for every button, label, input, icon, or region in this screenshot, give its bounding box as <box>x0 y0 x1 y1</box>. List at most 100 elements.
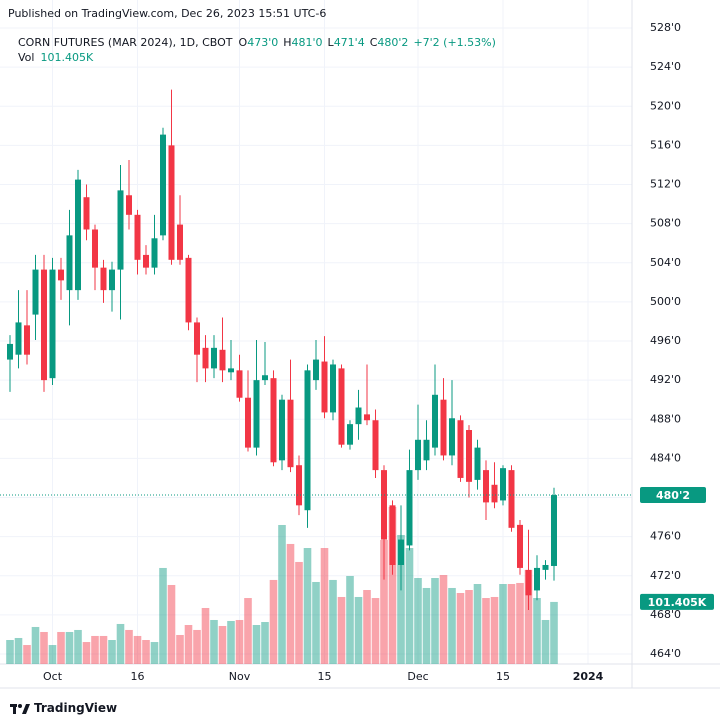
candle-body <box>525 569 532 596</box>
volume-bar <box>490 596 499 664</box>
volume-bar <box>74 629 82 664</box>
y-tick-label: 528'0 <box>650 21 681 34</box>
candle-body <box>389 505 396 565</box>
volume-bar <box>533 598 541 664</box>
volume-bar <box>507 584 516 664</box>
candle-body <box>49 269 56 379</box>
candle-body <box>449 418 455 456</box>
logo-part <box>18 704 22 708</box>
legend-key: C <box>369 36 378 49</box>
volume-bar <box>201 607 210 664</box>
volume-label: 101.405K <box>648 596 707 609</box>
y-tick-label: 500'0 <box>650 295 681 308</box>
volume-bar <box>320 548 329 664</box>
legend-value: 480'2 <box>377 36 409 49</box>
candle-body <box>75 179 81 291</box>
x-tick-label: 2024 <box>573 670 604 683</box>
candle-body <box>406 470 413 546</box>
candle-body <box>177 224 183 260</box>
candle-body <box>398 539 404 565</box>
legend-value: 471'4 <box>333 36 365 49</box>
candle-body <box>474 447 481 480</box>
logo-part <box>13 704 16 714</box>
x-tick-label: 15 <box>318 670 332 683</box>
volume-bar <box>142 640 150 664</box>
volume-bar <box>465 589 473 664</box>
y-tick-label: 492'0 <box>650 373 681 386</box>
volume-bar <box>303 548 312 664</box>
y-tick-label: 472'0 <box>650 569 681 582</box>
volume-bar <box>448 587 456 664</box>
y-tick-label: 488'0 <box>650 412 681 425</box>
candle-body <box>457 420 464 478</box>
volume-bar <box>439 575 448 664</box>
legend-value: 101.405K <box>40 51 94 64</box>
candle-body <box>321 361 328 413</box>
candle-body <box>466 430 472 482</box>
candle-body <box>194 322 200 355</box>
candle-body <box>211 347 217 369</box>
y-tick-label: 524'0 <box>650 60 681 73</box>
volume-bar <box>312 581 320 664</box>
y-tick-label: 512'0 <box>650 178 681 191</box>
candle-body <box>542 564 549 570</box>
candle-body <box>58 269 64 281</box>
candle-body <box>338 368 345 445</box>
candle-body <box>66 235 73 291</box>
candle-body <box>500 468 506 501</box>
volume-bar <box>397 534 405 664</box>
volume-bar <box>482 598 490 664</box>
candle-body <box>15 322 22 355</box>
candle-body <box>219 349 226 371</box>
volume-bar <box>57 631 65 664</box>
candle-body <box>364 414 370 421</box>
volume-bar <box>235 619 244 664</box>
volume-bar <box>473 584 482 664</box>
candle-body <box>117 190 124 270</box>
candle-body <box>143 254 149 268</box>
candle-body <box>245 397 251 448</box>
volume-bar <box>218 625 227 664</box>
volume-bar <box>329 579 337 664</box>
volume-bar <box>371 598 380 664</box>
candle-body <box>355 407 362 425</box>
y-tick-label: 468'0 <box>650 608 681 621</box>
volume-bar <box>422 587 431 664</box>
volume-bar <box>40 631 48 664</box>
candle-body <box>41 269 47 381</box>
candle-body <box>262 375 268 381</box>
volume-bar <box>380 539 388 664</box>
volume-bar <box>167 584 176 664</box>
volume-bar <box>516 582 524 664</box>
candle-body <box>440 399 447 456</box>
candle-body <box>279 399 285 461</box>
candle-body <box>151 238 158 268</box>
volume-bar <box>48 645 57 664</box>
volume-bar <box>91 635 99 664</box>
candle-body <box>372 420 379 471</box>
volume-bar <box>499 584 507 664</box>
volume-bar <box>295 561 303 664</box>
legend-key: H <box>283 36 292 49</box>
candle-body <box>423 439 430 461</box>
candle-body <box>92 229 98 268</box>
candle-body <box>330 364 336 413</box>
candle-body <box>534 567 540 591</box>
y-tick-label: 516'0 <box>650 138 681 151</box>
volume-bar <box>431 578 439 664</box>
candle-body <box>491 484 498 503</box>
candle-body <box>381 470 387 540</box>
legend-value: 473'0 <box>247 36 279 49</box>
volume-bar <box>99 635 108 664</box>
volume-bar <box>116 623 125 664</box>
candle-body <box>32 269 39 315</box>
y-tick-label: 520'0 <box>650 99 681 112</box>
volume-bar <box>414 578 422 664</box>
candle-body <box>313 359 319 381</box>
candle-body <box>415 439 421 471</box>
volume-bar <box>133 635 142 664</box>
volume-bar <box>456 592 465 664</box>
candle-body <box>83 197 90 230</box>
y-tick-label: 464'0 <box>650 647 681 660</box>
